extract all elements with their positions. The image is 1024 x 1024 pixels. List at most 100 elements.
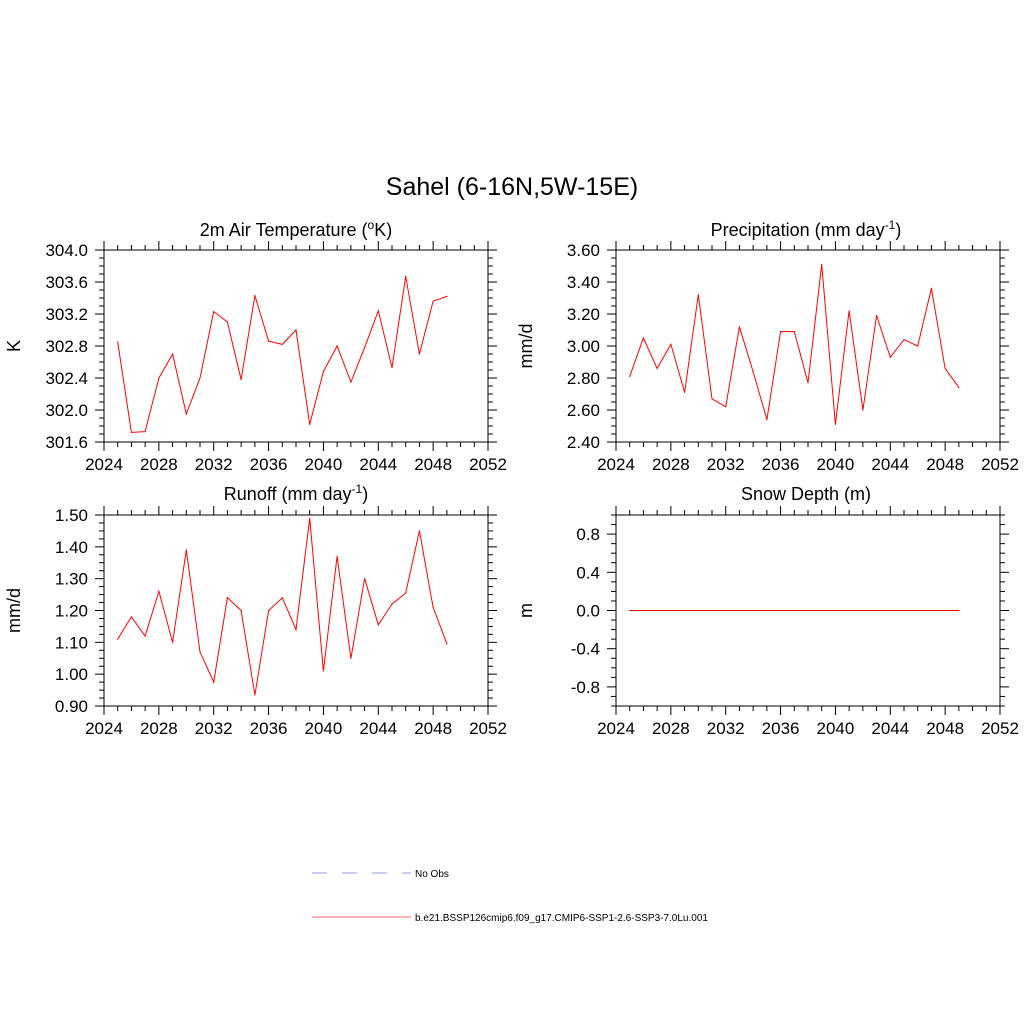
data-point: [738, 609, 741, 612]
legend: No Obs b.e21.BSSP126cmip6.f09_g17.CMIP6-…: [312, 869, 708, 924]
x-tick-label: 2044: [359, 455, 397, 474]
legend-label-model: b.e21.BSSP126cmip6.f09_g17.CMIP6-SSP1-2.…: [415, 913, 708, 924]
data-point: [683, 609, 686, 612]
data-point: [377, 624, 379, 626]
data-point: [930, 609, 933, 612]
panel-precipitation: Precipitation (mm day-1) 2024 2028 2032 203…: [516, 218, 1019, 474]
data-point: [711, 398, 713, 400]
x-tick-label: 2028: [652, 719, 690, 738]
data-point: [432, 606, 434, 608]
x-tick-label: 2036: [762, 719, 800, 738]
data-point: [322, 371, 325, 373]
data-point: [309, 423, 311, 425]
data-point: [697, 294, 699, 296]
y-axis-label: mm/d: [516, 324, 536, 369]
x-tick-label: 2052: [981, 719, 1019, 738]
x-tick-label: 2028: [140, 455, 178, 474]
data-point: [267, 340, 270, 342]
data-point: [889, 356, 891, 358]
x-tick-label: 2028: [652, 455, 690, 474]
data-point: [226, 321, 229, 323]
y-tick-label: 301.6: [45, 433, 88, 452]
y-tick-label: 1.20: [55, 602, 88, 621]
data-point: [281, 597, 283, 599]
data-point: [670, 609, 672, 612]
x-tick-label: 2044: [359, 719, 397, 738]
data-point: [889, 609, 891, 612]
data-point: [821, 609, 823, 612]
data-point: [391, 603, 393, 605]
data-point: [363, 578, 366, 580]
data-point: [862, 609, 864, 612]
data-point: [656, 609, 658, 612]
data-point: [309, 517, 311, 519]
data-point: [117, 638, 119, 640]
x-tick-label: 2040: [817, 455, 855, 474]
x-tick-label: 2052: [981, 455, 1019, 474]
y-tick-label: 1.40: [55, 538, 88, 557]
data-point: [405, 592, 407, 594]
x-tick-label: 2036: [250, 719, 288, 738]
x-tick-label: 2048: [926, 455, 964, 474]
data-point: [807, 609, 809, 612]
x-tick-label: 2032: [195, 719, 233, 738]
data-point: [240, 609, 242, 612]
data-point: [958, 387, 960, 389]
data-point: [793, 331, 795, 333]
data-point: [171, 641, 174, 643]
y-tick-label: 1.30: [55, 570, 88, 589]
x-tick-label: 2032: [195, 455, 233, 474]
panel-title: Snow Depth (m): [741, 484, 871, 504]
data-point: [213, 311, 215, 313]
panel-title: Precipitation (mm day-1): [711, 218, 902, 240]
x-tick-label: 2032: [707, 719, 745, 738]
x-tick-label: 2044: [871, 455, 909, 474]
data-point: [670, 343, 672, 345]
data-point: [432, 300, 434, 302]
y-tick-label: 3.20: [567, 305, 600, 324]
y-tick-label: 1.50: [55, 506, 88, 525]
data-point: [254, 694, 256, 696]
y-tick-label: 3.60: [567, 241, 600, 260]
panel-snow-depth: Snow Depth (m) 2024 2028 2032 2036 2040 2044 2…: [516, 484, 1019, 738]
series-line-air-temperature: [117, 276, 448, 433]
data-point: [738, 326, 741, 328]
series-line-precipitation: [629, 264, 960, 425]
data-point: [875, 315, 878, 317]
y-tick-label: 302.8: [45, 337, 88, 356]
data-point: [766, 609, 768, 612]
data-point: [446, 295, 448, 297]
data-point: [267, 609, 270, 612]
data-point: [862, 409, 864, 411]
y-tick-label: -0.4: [571, 640, 600, 659]
data-point: [903, 609, 905, 612]
data-point: [391, 367, 393, 369]
y-tick-label: 2.60: [567, 401, 600, 420]
data-point: [834, 423, 837, 425]
x-tick-label: 2024: [85, 455, 123, 474]
data-point: [130, 431, 133, 433]
x-tick-label: 2024: [85, 719, 123, 738]
data-point: [779, 331, 782, 333]
data-point: [213, 681, 215, 683]
data-point: [295, 329, 297, 331]
data-point: [185, 413, 187, 415]
data-point: [903, 339, 905, 341]
x-tick-label: 2048: [414, 719, 452, 738]
x-tick-label: 2036: [250, 455, 288, 474]
y-tick-label: 0.0: [576, 602, 600, 621]
panel-air-temperature: 2m Air Temperature (oK) 2024 2028 2032 2036…: [4, 218, 507, 474]
y-tick-label: -0.8: [571, 678, 600, 697]
data-point: [629, 609, 631, 612]
data-point: [725, 609, 727, 612]
data-point: [683, 391, 686, 393]
data-point: [350, 657, 352, 659]
data-point: [752, 609, 754, 612]
y-tick-label: 302.4: [45, 369, 88, 388]
data-point: [848, 310, 850, 312]
panel-title: 2m Air Temperature (oK): [200, 218, 392, 240]
data-point: [117, 341, 119, 343]
data-point: [725, 406, 727, 408]
y-tick-label: 0.4: [576, 563, 600, 582]
data-point: [944, 367, 946, 369]
